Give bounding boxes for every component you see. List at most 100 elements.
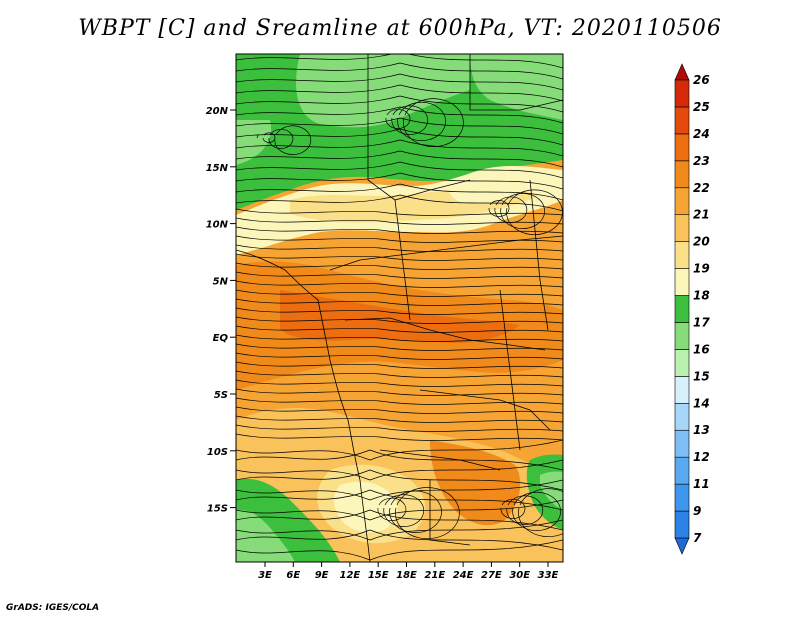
colorbar-segment	[674, 376, 690, 404]
colorbar-label: 22	[693, 181, 710, 195]
streamline	[236, 95, 563, 113]
streamline	[236, 433, 563, 441]
streamline	[236, 334, 563, 342]
lon-label: 24E	[453, 570, 474, 581]
colorbar-segment	[674, 402, 690, 431]
lon-label: 3E	[258, 570, 272, 581]
colorbar-segment	[674, 322, 690, 350]
streamline	[236, 469, 563, 491]
streamline	[236, 226, 563, 234]
colorbar-label: 18	[693, 289, 710, 303]
streamline	[236, 194, 563, 212]
colorbar-segment	[674, 160, 690, 189]
streamline	[236, 449, 563, 471]
lon-label: 15E	[368, 570, 389, 581]
streamline	[236, 529, 563, 551]
colorbar-segment	[674, 268, 690, 296]
map-title: WBPT [C] and Sreamline at 600hPa, VT: 20…	[78, 16, 722, 41]
streamline	[500, 499, 526, 519]
streamline	[236, 117, 563, 135]
colorbar-label: 19	[693, 262, 710, 276]
colorbar-label: 23	[693, 154, 710, 168]
streamline	[274, 125, 312, 155]
colorbar-label: 11	[693, 477, 710, 491]
streamline	[268, 129, 294, 149]
streamline	[236, 54, 563, 69]
colorbar-segment	[674, 510, 690, 539]
streamline	[236, 316, 563, 324]
streamline	[500, 193, 546, 229]
colorbar-segment	[674, 79, 690, 108]
streamline	[236, 439, 563, 461]
colorbar-segment	[674, 187, 690, 216]
colorbar-segment	[674, 241, 690, 269]
lat-label: 15N	[206, 163, 229, 174]
streamline	[236, 325, 563, 333]
longitude-axis: 3E 6E 9E 12E 15E 18E 21E 24E 27E 30E 33E	[258, 562, 559, 581]
colorbar-segment	[674, 106, 690, 135]
streamline	[236, 370, 563, 378]
streamline	[236, 235, 563, 243]
streamline	[236, 289, 563, 297]
streamline	[236, 298, 563, 306]
streamline	[236, 244, 563, 252]
streamline	[236, 459, 563, 481]
streamline	[236, 379, 563, 387]
streamline	[236, 307, 563, 315]
colorbar-label: 7	[693, 531, 702, 545]
map-border	[235, 53, 564, 563]
streamline	[236, 519, 563, 541]
streamline	[236, 388, 563, 396]
streamline	[236, 424, 563, 432]
colorbar-label: 12	[693, 450, 710, 464]
streamline	[236, 271, 563, 279]
lon-label: 27E	[481, 570, 502, 581]
streamline	[236, 139, 563, 157]
colorbar-label: 20	[693, 235, 710, 249]
lon-label: 9E	[315, 570, 329, 581]
lat-label: 5S	[214, 390, 228, 401]
streamline	[236, 150, 563, 168]
streamline	[236, 361, 563, 369]
colorbar-label: 26	[693, 73, 710, 87]
colorbar-segment	[674, 133, 690, 162]
colorbar: 7 9 11 12 13 14 15 16 17 18 19 20 21 22 23 24 25 26	[674, 63, 710, 555]
lat-label: 15S	[207, 504, 228, 515]
streamline	[236, 509, 563, 531]
streamline	[494, 196, 528, 223]
colorbar-segment	[674, 214, 690, 242]
lon-label: 18E	[396, 570, 417, 581]
lon-label: 33E	[538, 570, 559, 581]
lon-label: 12E	[340, 570, 361, 581]
streamline	[236, 415, 563, 423]
streamline	[506, 495, 544, 525]
colorbar-label: 13	[693, 423, 710, 437]
colorbar-label: 16	[693, 342, 710, 356]
streamline	[236, 499, 563, 521]
streamline	[256, 134, 259, 139]
streamline	[236, 62, 563, 80]
streamline	[262, 132, 276, 143]
colorbar-label: 17	[693, 315, 710, 329]
streamline	[385, 109, 411, 129]
streamline	[236, 84, 563, 102]
lat-label: 10S	[207, 447, 228, 458]
colorbar-label: 9	[693, 504, 701, 518]
streamline	[236, 489, 563, 511]
lat-label: 5N	[213, 276, 229, 287]
latitude-axis: 20N 15N 10N 5N EQ 5S 10S 15S	[206, 106, 236, 515]
lon-label: 21E	[424, 570, 445, 581]
lat-label: 10N	[206, 220, 229, 231]
colorbar-segment	[674, 456, 690, 485]
lat-label: 20N	[206, 106, 229, 117]
country-boundaries	[236, 54, 563, 562]
colorbar-top-arrow	[674, 63, 690, 81]
lon-label: 30E	[509, 570, 530, 581]
wbpt-field	[236, 54, 563, 562]
streamline	[236, 352, 563, 360]
colorbar-label: 24	[693, 127, 710, 141]
streamlines	[236, 54, 563, 561]
streamline	[236, 208, 563, 216]
